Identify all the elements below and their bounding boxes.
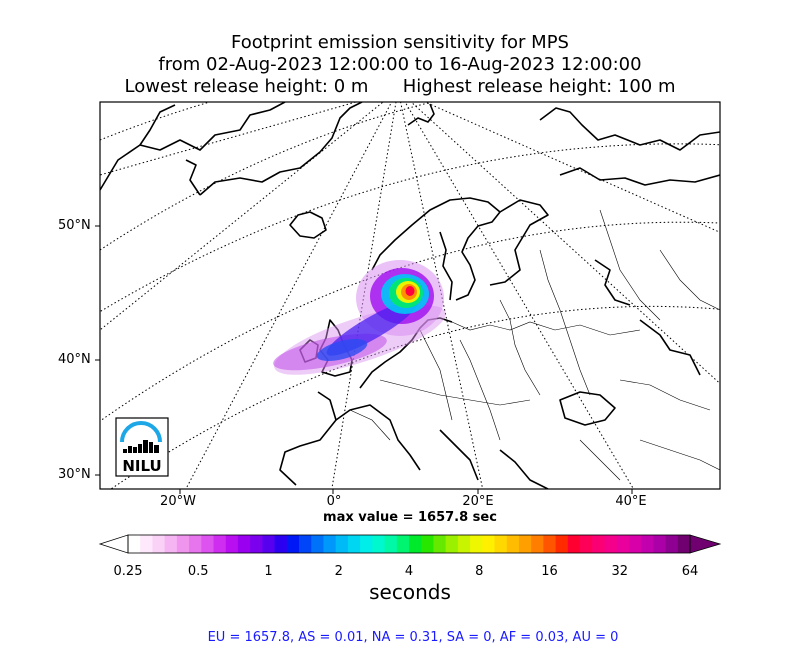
colorbar-swatch: [641, 535, 654, 553]
colorbar-tick-label: 2: [334, 564, 343, 579]
colorbar-swatch: [616, 535, 630, 553]
colorbar-swatch: [531, 535, 544, 553]
colorbar-swatch: [665, 535, 679, 553]
lon-label-20w: 20°W: [160, 494, 196, 509]
footprint-plume: [273, 260, 446, 375]
colorbar-swatch: [604, 535, 618, 553]
colorbar-swatch: [237, 535, 251, 553]
lat-label-40n: 40°N: [58, 352, 91, 367]
colorbar-swatch: [457, 535, 471, 553]
region-summary: EU = 1657.8, AS = 0.01, NA = 0.31, SA = …: [207, 630, 619, 645]
colorbar-swatch: [567, 535, 581, 553]
colorbar-swatch: [384, 535, 398, 553]
colorbar-swatch: [518, 535, 532, 553]
colorbar-swatch: [653, 535, 666, 553]
colorbar-swatch: [140, 535, 153, 553]
logo-arc: [120, 421, 162, 443]
lat-label-30n: 30°N: [58, 467, 91, 482]
colorbar-swatch: [250, 535, 263, 553]
logo-text: NILU: [122, 457, 161, 475]
colorbar-swatch: [580, 535, 593, 553]
colorbar-swatch: [360, 535, 373, 553]
colorbar-swatch: [164, 535, 178, 553]
max-value-label: max value = 1657.8 sec: [323, 510, 497, 525]
title-line-1: Footprint emission sensitivity for MPS: [231, 32, 569, 53]
colorbar-swatch: [299, 535, 312, 553]
lon-label-0: 0°: [326, 494, 342, 509]
colorbar-tick-label: 0.5: [187, 564, 209, 579]
colorbar-swatch: [128, 535, 141, 553]
colorbar-swatch: [409, 535, 422, 553]
colorbar-tick-label: 4: [404, 564, 414, 579]
colorbar-swatch: [592, 535, 605, 553]
colorbar-swatch: [372, 535, 385, 553]
colorbar-swatch: [323, 535, 337, 553]
colorbar-tick-label: 32: [611, 564, 629, 579]
colorbar-swatch: [421, 535, 434, 553]
colorbar-low-extend: [98, 534, 129, 554]
colorbar-swatch: [225, 535, 239, 553]
colorbar-swatch: [433, 535, 447, 553]
lat-label-50n: 50°N: [58, 218, 91, 233]
graticule-longitude: [100, 102, 720, 489]
colorbar-swatch: [494, 535, 508, 553]
title-line-3: Lowest release height: 0 m Highest relea…: [124, 76, 676, 97]
colorbar-tick-label: 0.25: [113, 564, 143, 579]
colorbar-tick-label: 8: [475, 564, 484, 579]
country-borders: [349, 209, 720, 481]
colorbar-swatch: [335, 535, 349, 553]
colorbar-tick-label: 16: [541, 564, 558, 579]
colorbar-swatch: [213, 535, 227, 553]
colorbar-tick-label: 1: [264, 564, 273, 579]
colorbar-swatch: [396, 535, 410, 553]
map-frame: [99, 101, 721, 490]
title-line-2: from 02-Aug-2023 12:00:00 to 16-Aug-2023…: [158, 54, 642, 75]
colorbar-swatch: [470, 535, 483, 553]
colorbar-swatch: [555, 535, 569, 553]
colorbar-swatch: [506, 535, 520, 553]
colorbar-swatch: [274, 535, 288, 553]
colorbar-tick-label: 64: [681, 564, 699, 579]
colorbar-swatch: [311, 535, 324, 553]
colorbar-swatch: [347, 535, 361, 553]
colorbar-swatch: [677, 535, 691, 553]
colorbar-swatch: [201, 535, 214, 553]
colorbar-swatch: [286, 535, 300, 553]
colorbar-swatch: [189, 535, 202, 553]
colorbar-swatch: [543, 535, 557, 553]
colorbar-swatch: [445, 535, 459, 553]
lon-label-40e: 40°E: [615, 494, 647, 509]
coastlines: [100, 102, 720, 489]
colorbar-swatch: [482, 535, 495, 553]
colorbar-swatch: [262, 535, 276, 553]
colorbar-swatch: [628, 535, 642, 553]
colorbar-frame: [127, 534, 691, 554]
colorbar-swatch: [176, 535, 190, 553]
colorbar-high-extend: [689, 534, 722, 554]
lon-label-20e: 20°E: [462, 494, 494, 509]
colorbar: [98, 534, 722, 554]
axis-ticks: [95, 225, 633, 494]
colorbar-unit-label: seconds: [369, 580, 451, 604]
colorbar-swatch: [152, 535, 166, 553]
nilu-logo: NILU: [115, 417, 169, 477]
